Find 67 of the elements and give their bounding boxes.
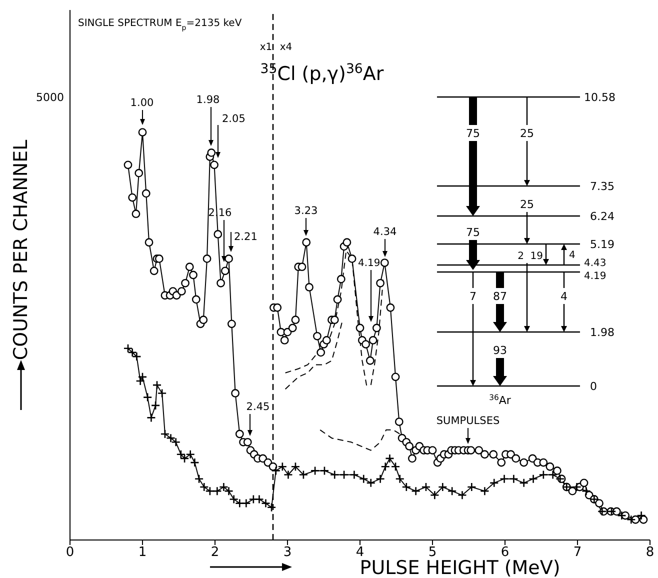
annotation: 6.24 <box>590 210 614 223</box>
point <box>220 266 230 276</box>
point <box>128 193 137 202</box>
point <box>210 160 218 170</box>
x-tick-label: 1 <box>138 545 147 560</box>
point <box>192 295 200 304</box>
text: 2.05 <box>222 113 246 125</box>
x-tick-label: 8 <box>646 545 654 560</box>
text: x1 <box>260 42 272 53</box>
point <box>207 148 216 157</box>
point <box>189 270 198 280</box>
annotation: 87 <box>493 290 507 303</box>
annotation: 93 <box>493 344 507 357</box>
annotation: $^{36}$Ar <box>489 392 512 407</box>
point <box>138 128 147 137</box>
y-axis-title: COUNTS PER CHANNEL <box>10 139 32 360</box>
annotation: 0 <box>590 380 597 393</box>
point <box>235 430 244 438</box>
point <box>199 316 208 324</box>
point <box>185 262 194 272</box>
text: 1.98 <box>196 94 220 106</box>
point <box>231 389 240 398</box>
point <box>202 254 212 263</box>
annotation: 5.19 <box>590 238 614 251</box>
annotation: 19 <box>530 251 543 262</box>
annotation: 4.43 <box>584 258 606 269</box>
point <box>132 210 140 218</box>
point <box>214 230 222 238</box>
point <box>243 438 252 446</box>
annotation: 75 <box>466 127 480 140</box>
annotation: 75 <box>466 226 480 239</box>
point <box>124 160 132 170</box>
x-tick-label: 7 <box>573 545 582 560</box>
text: 5000 <box>36 91 64 104</box>
x-tick-label: 3 <box>283 545 292 560</box>
annotation: 4 <box>569 250 576 261</box>
text: 10.58 <box>584 91 616 104</box>
annotation: 4.19 <box>358 258 380 269</box>
annotation: 4 <box>560 290 568 303</box>
point <box>142 189 150 198</box>
text: x4 <box>280 42 292 53</box>
annotation: 4.19 <box>584 271 606 282</box>
annotation: 4.34 <box>373 226 398 238</box>
annotation: 2.45 <box>246 401 270 413</box>
annotation: 25 <box>520 198 534 211</box>
annotation: 25 <box>520 127 534 140</box>
point <box>134 168 144 178</box>
point <box>216 278 225 288</box>
point <box>181 278 190 288</box>
annotation: 3.23 <box>294 205 318 217</box>
annotation: 7 <box>470 290 476 303</box>
point <box>224 254 233 263</box>
annotation: 2 <box>518 251 524 262</box>
x-tick-label: 2 <box>210 545 220 560</box>
annotation: SUMPULSES <box>436 415 500 427</box>
point <box>150 266 158 276</box>
point <box>144 238 154 247</box>
chart-title: SINGLE SPECTRUM E$_{p}$=2135 keV <box>78 18 242 32</box>
point <box>177 287 186 296</box>
point <box>227 320 236 328</box>
annotation: 7.35 <box>590 180 614 193</box>
x-tick-label: 0 <box>66 545 74 560</box>
text: 1.00 <box>130 97 154 109</box>
annotation: 2.21 <box>234 231 258 243</box>
chart-subtitle: $^{35}$Cl (p,γ)$^{36}$Ar <box>260 62 384 85</box>
annotation: 1.98 <box>590 326 614 339</box>
point <box>268 462 278 471</box>
